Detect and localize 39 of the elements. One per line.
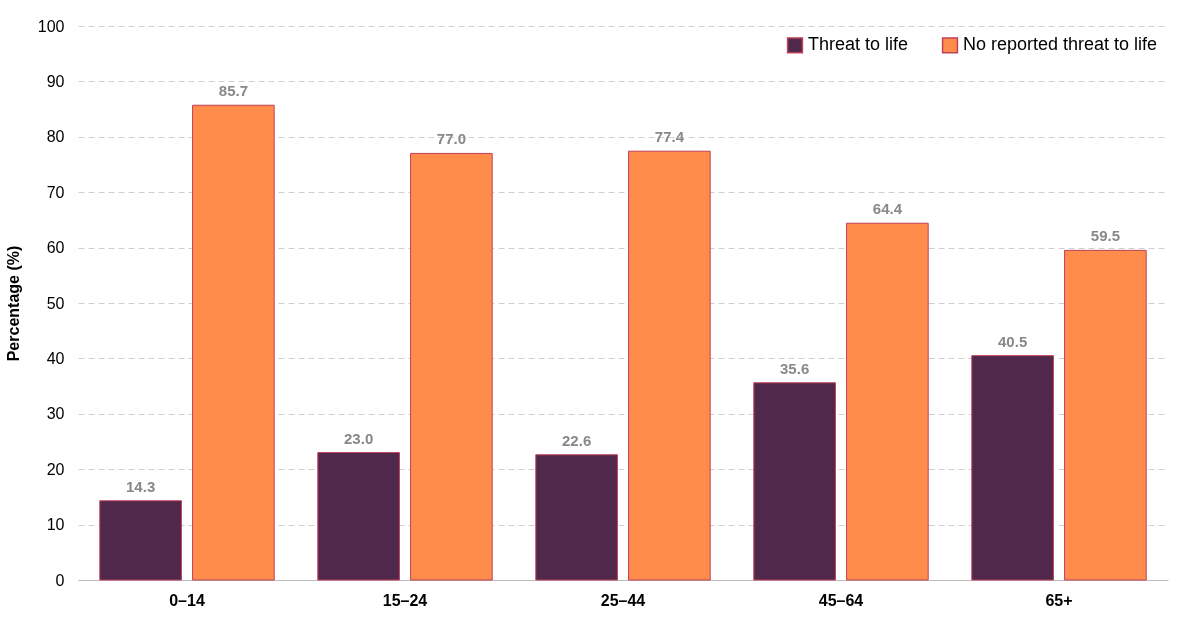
data-label: 22.6 [562, 431, 592, 449]
x-tick-label: 25–44 [600, 591, 646, 609]
y-tick-label: 30 [46, 405, 65, 423]
bar [753, 382, 836, 581]
y-tick-label: 80 [46, 128, 65, 146]
legend-label: No reported threat to life [963, 34, 1158, 55]
data-label: 64.4 [872, 200, 903, 218]
data-label: 35.6 [780, 359, 810, 377]
y-tick-label: 70 [46, 183, 65, 201]
bar [410, 152, 493, 581]
data-label: 40.5 [998, 332, 1028, 350]
bar [535, 454, 618, 581]
bar [628, 150, 711, 581]
bar [192, 104, 275, 581]
data-label: 77.0 [436, 130, 466, 148]
bar [846, 222, 929, 581]
y-tick-label: 0 [55, 571, 65, 589]
y-tick-label: 90 [46, 72, 65, 90]
y-axis-title: Percentage (%) [4, 245, 22, 362]
data-label: 14.3 [126, 477, 156, 495]
bar [971, 355, 1054, 581]
y-tick-label: 60 [46, 239, 65, 257]
bar [99, 500, 182, 581]
x-tick-label: 0–14 [169, 591, 205, 609]
x-tick-label: 65+ [1045, 591, 1073, 609]
y-tick-label: 10 [46, 516, 65, 534]
legend-label: Threat to life [808, 34, 909, 55]
x-tick-label: 45–64 [818, 591, 864, 609]
data-label: 77.4 [654, 128, 685, 146]
y-tick-label: 40 [46, 349, 65, 367]
y-tick-label: 100 [37, 17, 65, 35]
y-tick-label: 20 [46, 460, 65, 478]
data-label: 85.7 [218, 82, 248, 100]
x-tick-label: 15–24 [382, 591, 428, 609]
data-label: 59.5 [1090, 227, 1120, 245]
bar [1064, 249, 1147, 581]
bar [317, 452, 400, 581]
y-tick-label: 50 [46, 294, 65, 312]
data-label: 23.0 [344, 429, 374, 447]
